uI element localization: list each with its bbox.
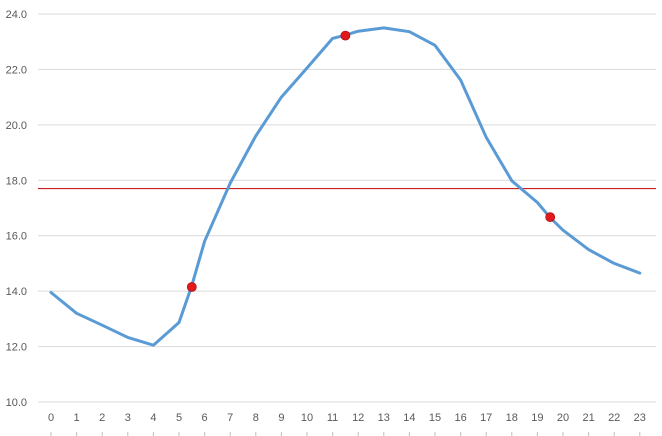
x-tick-label: 15 xyxy=(429,412,441,424)
x-tick-label: 20 xyxy=(557,412,569,424)
x-tick-label: 0 xyxy=(48,412,54,424)
x-tick-label: 10 xyxy=(301,412,313,424)
x-tick-label: 19 xyxy=(531,412,543,424)
x-tick-label: 16 xyxy=(454,412,466,424)
x-tick-label: 1 xyxy=(74,412,80,424)
y-tick-label: 14.0 xyxy=(6,286,27,298)
x-tick-label: 9 xyxy=(278,412,284,424)
x-tick-label: 2 xyxy=(99,412,105,424)
x-tick-label: 8 xyxy=(253,412,259,424)
y-tick-label: 20.0 xyxy=(6,120,27,132)
marker-point-1 xyxy=(340,30,351,41)
series-group xyxy=(49,26,642,347)
x-axis-ticks: 0 1 2 3 4 5 6 7 8 9 10 11 12 13 14 15 16 17 18 19 20 21 22 23 xyxy=(48,412,646,436)
gridlines xyxy=(38,13,656,403)
y-tick-label: 24.0 xyxy=(6,9,27,21)
series-line-0 xyxy=(49,26,642,347)
x-tick-label: 3 xyxy=(125,412,131,424)
x-tick-label: 4 xyxy=(150,412,156,424)
x-tick-label: 6 xyxy=(202,412,208,424)
x-tick-label: 18 xyxy=(506,412,518,424)
x-tick-label: 7 xyxy=(227,412,233,424)
y-tick-label: 16.0 xyxy=(6,231,27,243)
y-tick-label: 10.0 xyxy=(6,397,27,409)
y-tick-label: 18.0 xyxy=(6,175,27,187)
marker-point-0 xyxy=(186,282,197,292)
x-tick-label: 22 xyxy=(608,412,620,424)
x-tick-label: 21 xyxy=(582,412,594,424)
x-tick-label: 12 xyxy=(352,412,364,424)
x-tick-label: 14 xyxy=(403,412,415,424)
y-axis-ticks: 10.0 12.0 14.0 16.0 18.0 20.0 22.0 24.0 xyxy=(6,9,27,409)
x-tick-label: 5 xyxy=(176,412,182,424)
markers-group xyxy=(186,30,556,292)
x-tick-label: 11 xyxy=(327,412,338,424)
y-tick-label: 22.0 xyxy=(6,64,27,76)
x-tick-label: 17 xyxy=(480,412,492,424)
marker-point-2 xyxy=(545,212,556,223)
x-tick-label: 23 xyxy=(634,412,646,424)
x-tick-label: 13 xyxy=(378,412,390,424)
y-tick-label: 12.0 xyxy=(6,342,27,354)
